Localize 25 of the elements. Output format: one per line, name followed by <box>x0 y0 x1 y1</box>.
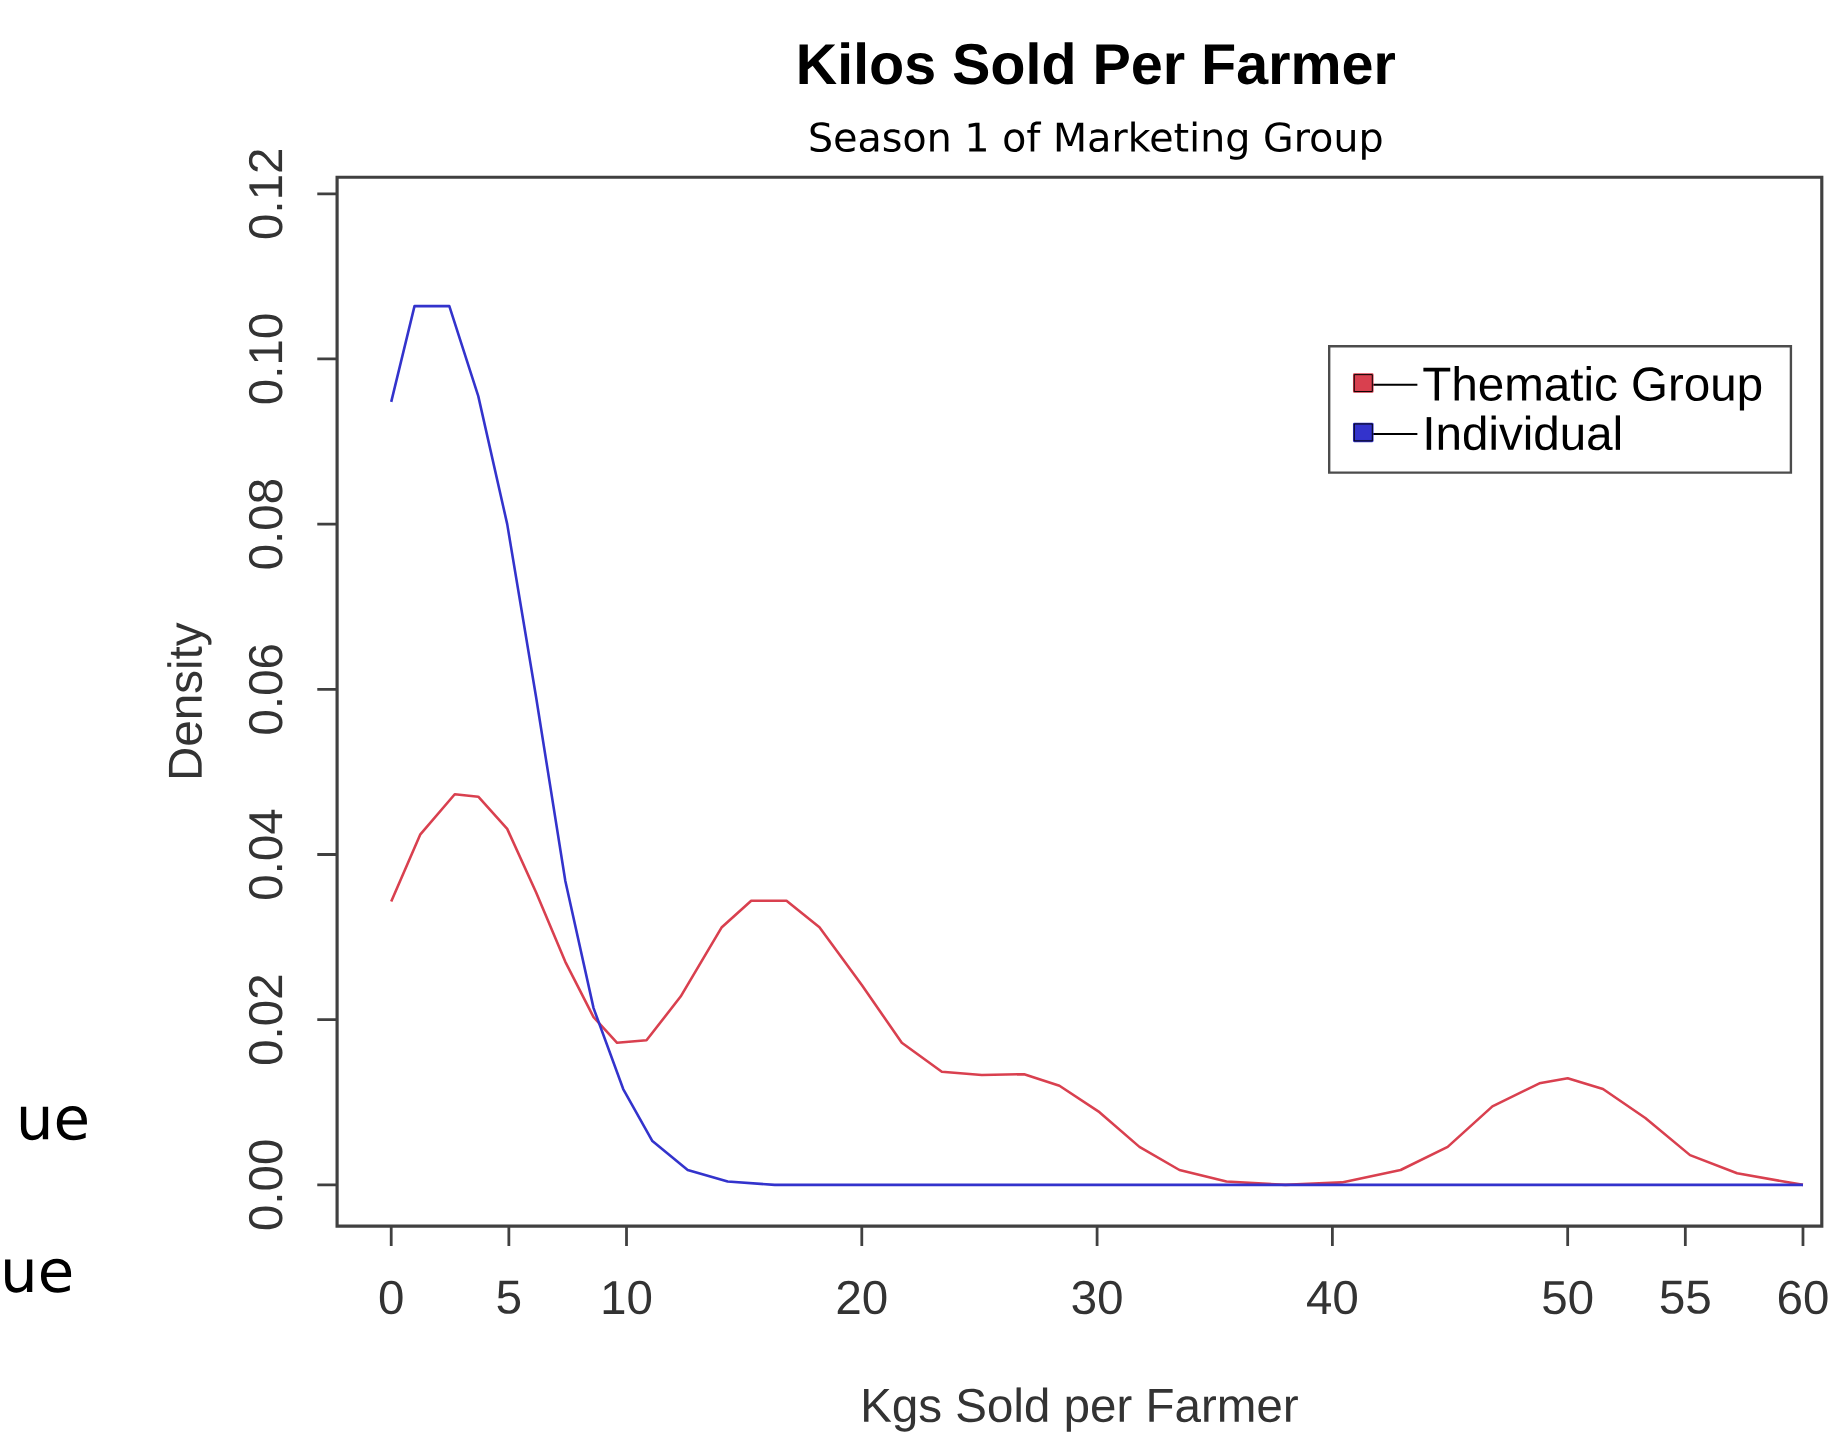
y-tick-label: 0.04 <box>248 809 283 899</box>
x-tick-label: 60 <box>1778 1280 1828 1315</box>
y-tick-label: 0.02 <box>248 975 283 1065</box>
x-tick-label: 50 <box>1543 1280 1593 1315</box>
y-tick-label: 0.00 <box>248 1140 283 1230</box>
x-tick-label: 0 <box>379 1280 403 1315</box>
chart-subtitle: Season 1 of Marketing Group <box>810 121 1382 160</box>
x-tick-label: 30 <box>1072 1280 1122 1315</box>
x-tick-label: 55 <box>1660 1280 1710 1314</box>
legend-label: Thematic Group <box>1423 366 1762 411</box>
legend-label: Individual <box>1426 415 1620 451</box>
y-tick-label: 0.12 <box>248 149 283 239</box>
chart-title: Kilos Sold Per Farmer <box>799 42 1395 85</box>
x-tick-label: 40 <box>1307 1280 1357 1315</box>
x-tick-label: 10 <box>603 1280 652 1315</box>
text: ue <box>5 1258 72 1293</box>
y-axis-title: Density <box>167 622 212 778</box>
text: ue <box>20 1106 87 1141</box>
y-tick-label: 0.06 <box>248 645 283 734</box>
x-axis-title: Kgs Sold per Farmer <box>864 1387 1298 1432</box>
x-tick-label: 5 <box>497 1280 521 1314</box>
x-tick-label: 20 <box>837 1280 887 1315</box>
y-tick-label: 0.10 <box>248 314 283 404</box>
y-tick-label: 0.08 <box>248 479 283 569</box>
line-series <box>389 792 1805 1187</box>
